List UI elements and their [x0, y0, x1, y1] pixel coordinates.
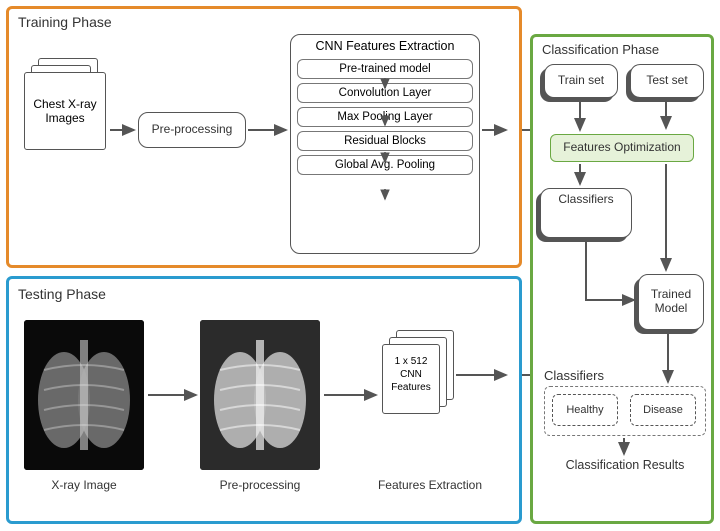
cnn-title: CNN Features Extraction	[291, 39, 479, 53]
testing-features-stack: 1 x 512 CNN Features	[382, 330, 462, 418]
classifiers-label: Classifiers	[558, 193, 613, 207]
testing-features-caption: Features Extraction	[360, 478, 500, 492]
train-set-label: Train set	[558, 74, 604, 88]
train-set-block: Train set	[544, 64, 618, 98]
features-opt-block: Features Optimization	[550, 134, 694, 162]
training-preproc-label: Pre-processing	[152, 123, 233, 137]
results-caption: Classification Results	[544, 458, 706, 472]
cnn-layer-0: Pre-trained model	[297, 59, 473, 79]
results-container	[544, 386, 706, 436]
training-xray-stack: Chest X-ray Images	[24, 58, 94, 138]
cnn-features-box: CNN Features Extraction Pre-trained mode…	[290, 34, 480, 254]
testing-features-label: 1 x 512 CNN Features	[391, 356, 430, 393]
testing-xray-caption: X-ray Image	[24, 478, 144, 492]
trained-model-label: Trained Model	[651, 288, 691, 316]
cnn-layer-2: Max Pooling Layer	[297, 107, 473, 127]
cnn-layer-3: Residual Blocks	[297, 131, 473, 151]
testing-preproc-image	[200, 320, 320, 470]
testing-xray-image	[24, 320, 144, 470]
training-input-label: Chest X-ray Images	[33, 97, 96, 125]
cnn-layer-4: Global Avg. Pooling	[297, 155, 473, 175]
training-preproc-block: Pre-processing	[138, 112, 246, 148]
classification-phase-title: Classification Phase	[542, 42, 659, 57]
classifiers-block: Classifiers	[540, 188, 632, 238]
test-set-label: Test set	[646, 74, 687, 88]
trained-model-block: Trained Model	[638, 274, 704, 330]
features-opt-label: Features Optimization	[563, 141, 680, 155]
testing-preproc-caption: Pre-processing	[200, 478, 320, 492]
testing-phase-title: Testing Phase	[18, 286, 106, 302]
cnn-layer-1: Convolution Layer	[297, 83, 473, 103]
classifiers2-caption: Classifiers	[544, 368, 604, 383]
training-phase-title: Training Phase	[18, 14, 112, 30]
test-set-block: Test set	[630, 64, 704, 98]
